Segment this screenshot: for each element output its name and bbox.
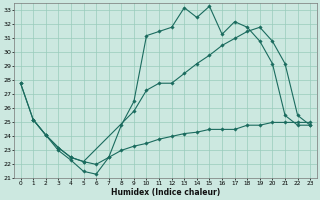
X-axis label: Humidex (Indice chaleur): Humidex (Indice chaleur) bbox=[111, 188, 220, 197]
